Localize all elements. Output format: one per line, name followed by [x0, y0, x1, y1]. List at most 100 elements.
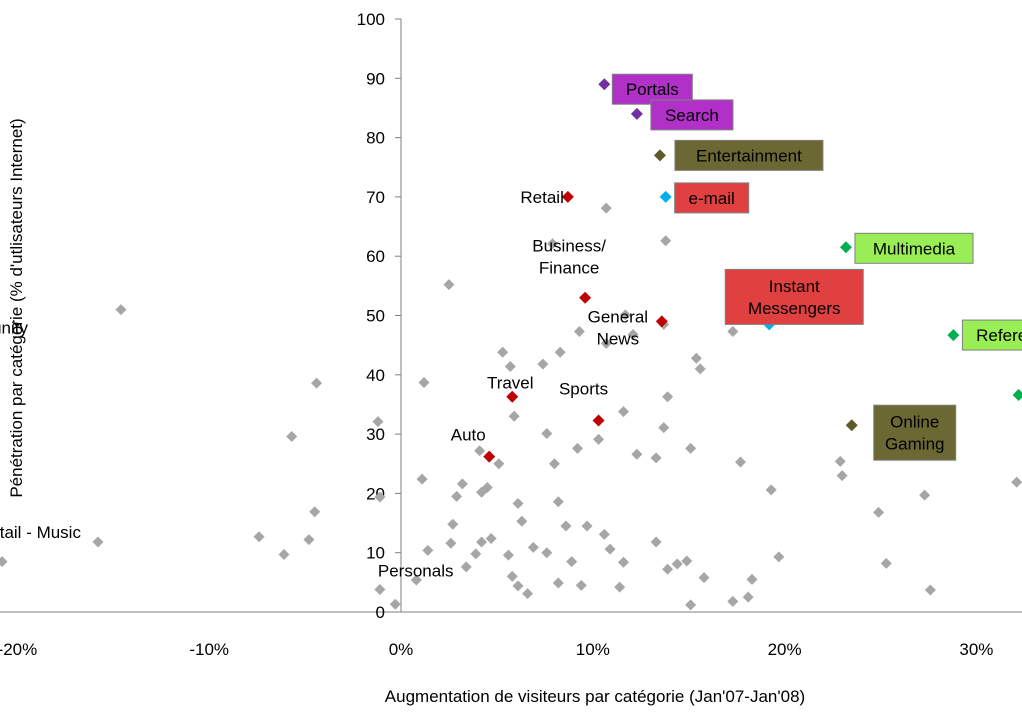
point-label: Retail	[520, 188, 563, 207]
data-point	[476, 536, 488, 548]
data-point	[690, 352, 702, 364]
label-box	[724, 268, 864, 325]
data-point	[659, 190, 672, 203]
data-point	[541, 547, 553, 559]
data-point	[627, 328, 639, 340]
data-point	[617, 556, 629, 568]
y-tick-label: 50	[366, 307, 385, 326]
data-point	[653, 149, 666, 162]
data-point	[834, 455, 846, 467]
data-point	[410, 574, 422, 586]
data-point	[253, 531, 265, 543]
x-axis-title: Augmentation de visiteurs par catégorie …	[385, 687, 805, 706]
data-point	[1012, 388, 1022, 401]
y-axis-title: Pénétration par catégorie (% d'utlisateu…	[7, 118, 26, 497]
data-point	[522, 588, 534, 600]
x-tick-label: 30%	[959, 640, 993, 659]
label-box	[674, 139, 824, 171]
data-point	[694, 363, 706, 375]
label-box	[873, 404, 957, 461]
data-point	[497, 346, 509, 358]
data-point	[598, 528, 610, 540]
data-point	[681, 555, 693, 567]
point-label: Travel	[487, 374, 534, 393]
data-point	[873, 506, 885, 518]
data-point	[445, 537, 457, 549]
data-point	[460, 561, 472, 573]
data-point	[592, 414, 605, 427]
data-point	[614, 581, 626, 593]
data-point	[604, 543, 616, 555]
y-tick-label: 100	[357, 10, 385, 29]
data-point	[734, 456, 746, 468]
data-point	[561, 190, 574, 203]
other-category-points	[0, 202, 1022, 611]
data-point	[662, 391, 674, 403]
data-point	[502, 549, 514, 561]
point-label: Community	[0, 319, 28, 338]
data-point	[671, 558, 683, 570]
data-point	[573, 326, 585, 338]
data-point	[727, 595, 739, 607]
data-point	[443, 279, 455, 291]
highlighted-category-labels: Portals Search Entertainment e-mail Retail Mu…	[451, 73, 1022, 461]
y-tick-label: 0	[376, 603, 385, 622]
data-point	[493, 458, 505, 470]
data-point	[451, 490, 463, 502]
data-point	[481, 481, 493, 493]
point-label: Personals	[378, 561, 454, 580]
data-point	[845, 419, 858, 432]
y-tick-label: 70	[366, 188, 385, 207]
data-point	[742, 591, 754, 603]
x-tick-label: 20%	[768, 640, 802, 659]
data-point	[552, 577, 564, 589]
y-tick-label: 80	[366, 129, 385, 148]
x-tick-label: -20%	[0, 640, 37, 659]
data-point	[374, 491, 386, 503]
data-point	[537, 358, 549, 370]
point-label: Online Gaming	[885, 413, 945, 454]
data-point	[836, 470, 848, 482]
x-tick-label: 0%	[389, 640, 414, 659]
data-point	[548, 458, 560, 470]
data-point	[278, 548, 290, 560]
data-point	[560, 520, 572, 532]
label-box	[854, 232, 974, 264]
data-point	[579, 291, 592, 304]
data-point	[416, 473, 428, 485]
data-point	[630, 107, 643, 120]
data-point	[631, 448, 643, 460]
data-point	[919, 489, 931, 501]
data-point	[485, 532, 497, 544]
data-point	[924, 584, 936, 596]
data-point	[372, 416, 384, 428]
point-label: e-mail	[689, 189, 735, 208]
data-point	[650, 536, 662, 548]
data-point	[504, 360, 516, 372]
point-label: Auto	[451, 426, 486, 445]
other-category-labels: CommunityRetail - MusicRetail - MoviesPe…	[0, 319, 454, 581]
data-point	[566, 556, 578, 568]
data-point	[839, 241, 852, 254]
y-tick-label: 40	[366, 366, 385, 385]
data-point	[115, 304, 127, 316]
data-point	[512, 497, 524, 509]
point-label: Search	[665, 106, 719, 125]
data-point	[600, 337, 612, 349]
data-point	[655, 315, 668, 328]
y-tick-label: 30	[366, 425, 385, 444]
data-point	[598, 78, 611, 91]
data-point	[575, 579, 587, 591]
data-point	[456, 478, 468, 490]
y-tick-label: 10	[366, 544, 385, 563]
data-point	[880, 557, 892, 569]
data-point	[311, 377, 323, 389]
data-point	[516, 515, 528, 527]
x-tick-label: -10%	[189, 640, 229, 659]
data-point	[617, 406, 629, 418]
label-box	[961, 319, 1022, 351]
data-point	[483, 450, 496, 463]
data-point	[447, 518, 459, 530]
point-label: Retail - Music	[0, 523, 81, 542]
